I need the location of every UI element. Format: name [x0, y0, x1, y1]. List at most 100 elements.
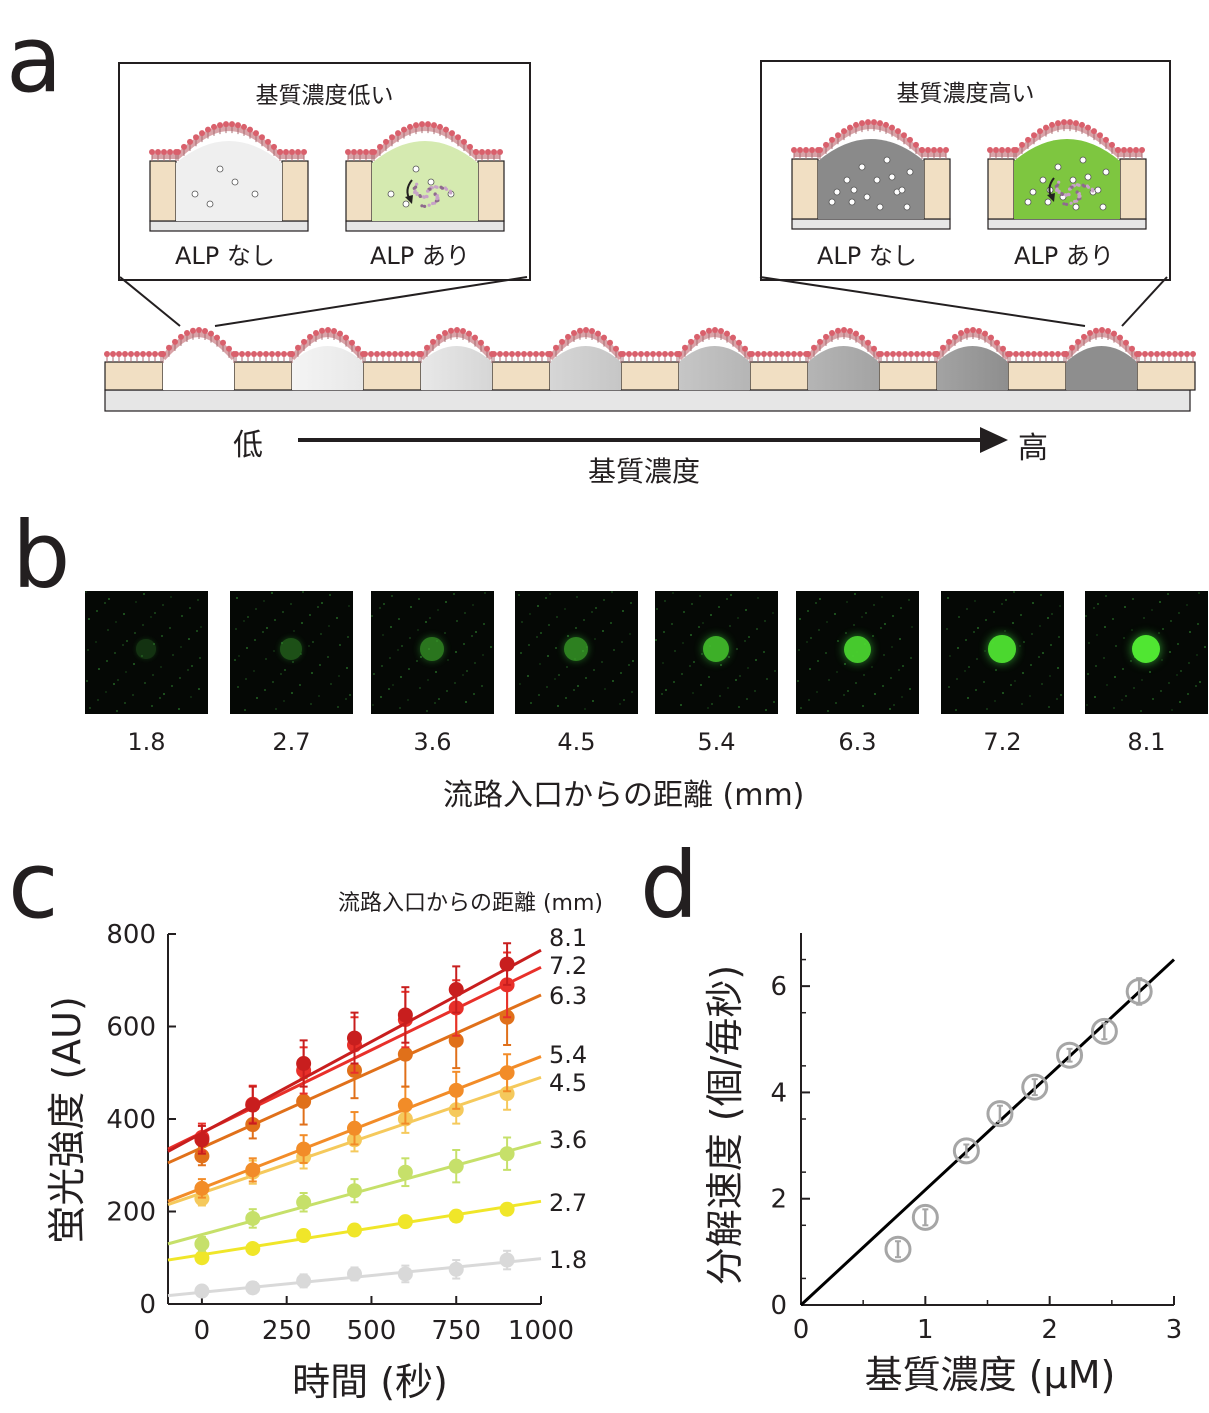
data-point: [296, 1093, 312, 1109]
zoom-line: [119, 276, 181, 327]
fit-line: [799, 958, 1176, 1307]
distance-label: 7.2: [983, 728, 1022, 756]
data-point: [194, 1236, 210, 1252]
distance-label: 4.5: [557, 728, 596, 756]
series-label: 4.5: [549, 1069, 587, 1097]
data-point: [397, 1007, 413, 1023]
distance-label: 3.6: [413, 728, 452, 756]
series-8.1: [167, 942, 542, 1155]
fluorescent-spot: [280, 638, 302, 660]
data-point: [499, 1146, 515, 1162]
x-tick-label: 1: [917, 1315, 934, 1345]
distance-label: 6.3: [838, 728, 877, 756]
fluorescent-spot: [1132, 635, 1160, 663]
distance-label: 1.8: [127, 728, 166, 756]
point-marker: [986, 1100, 1014, 1128]
data-point: [397, 1046, 413, 1062]
y-axis-label: 分解速度 (個/毎秒): [703, 965, 747, 1286]
x-tick-label: 0: [793, 1315, 810, 1345]
point-marker: [911, 1203, 939, 1231]
data-point: [499, 956, 515, 972]
x-axis-label: 基質濃度 (μM): [865, 1353, 1116, 1397]
data-point: [499, 1201, 515, 1217]
data-point: [1090, 1017, 1118, 1045]
distance-label: 5.4: [697, 728, 736, 756]
fluorescence-image: [515, 591, 638, 714]
data-point: [296, 1194, 312, 1210]
data-point: [296, 1228, 312, 1244]
rate-concentration-chart: 0 2 4 6 0 1 2 3 基質濃度 (μM) 分解速度 (個/毎秒): [703, 933, 1183, 1397]
data-point: [397, 1266, 413, 1282]
fluorescence-image: [1085, 591, 1208, 714]
panel-b-axis-label: 流路入口からの距離 (mm): [443, 778, 805, 813]
data-point: [347, 1222, 362, 1238]
point-marker: [1056, 1041, 1084, 1069]
data-point: [296, 1056, 312, 1071]
data-point: [448, 1208, 464, 1224]
inset-low-title: 基質濃度低い: [255, 83, 394, 109]
data-point: [245, 1280, 261, 1296]
data-point: [911, 1203, 939, 1231]
x-tick-label: 1000: [508, 1316, 574, 1346]
point-marker: [884, 1235, 912, 1263]
zoom-line: [1121, 276, 1168, 327]
point-marker: [952, 1137, 980, 1165]
data-point: [397, 1164, 413, 1180]
data-point: [397, 1097, 413, 1113]
data-point: [448, 982, 464, 997]
series-label: 3.6: [549, 1126, 587, 1154]
data-point: [986, 1100, 1014, 1128]
inset-high-left-label: ALP なし: [817, 242, 917, 270]
fluorescent-spot: [703, 636, 729, 662]
data-point: [194, 1132, 210, 1148]
fluorescence-time-chart: 0 200 400 600 800 0 250 500 750 1000 時間 (秒) 蛍光強度 (A…: [45, 891, 603, 1404]
inset-high-illustration: [791, 119, 1147, 230]
y-axis-label: 蛍光強度 (AU): [45, 996, 89, 1244]
series-label: 2.7: [549, 1189, 587, 1217]
data-point: [1021, 1073, 1049, 1101]
data-point: [397, 1214, 413, 1230]
distance-label: 2.7: [272, 728, 311, 756]
data-point: [245, 1241, 261, 1256]
chamber-strip-diagram: [104, 276, 1196, 412]
x-tick-label: 750: [431, 1316, 481, 1346]
data-point: [448, 1158, 464, 1174]
panel-d-letter: d: [640, 832, 699, 939]
series-label: 8.1: [549, 924, 587, 952]
x-tick-label: 0: [194, 1316, 211, 1346]
data-point: [347, 1183, 362, 1199]
zoom-line: [759, 276, 1086, 327]
x-tick-label: 500: [347, 1316, 397, 1346]
fluorescence-image: [371, 591, 494, 714]
data-point: [296, 1141, 312, 1157]
concentration-arrow: [298, 427, 1008, 453]
fluorescence-image: [85, 591, 208, 714]
series-5.4: [167, 1053, 542, 1203]
series-2.7: [167, 1199, 542, 1266]
fluorescence-image: [796, 591, 919, 714]
data-point: [499, 1252, 515, 1268]
data-point: [194, 1180, 210, 1196]
data-point: [245, 1162, 261, 1178]
legend-title: 流路入口からの距離 (mm): [338, 891, 603, 916]
panel-c-letter: c: [8, 832, 59, 939]
data-point: [245, 1097, 261, 1113]
data-point: [499, 1086, 515, 1102]
y-tick-label: 0: [139, 1290, 156, 1320]
data-point: [884, 1235, 912, 1263]
gradient-low-label: 低: [233, 428, 263, 463]
x-tick-label: 3: [1166, 1315, 1183, 1345]
fluorescent-spot: [988, 635, 1016, 663]
series-label: 5.4: [549, 1041, 587, 1069]
y-tick-label: 6: [770, 972, 787, 1002]
data-point: [296, 1273, 312, 1289]
data-point: [245, 1210, 261, 1226]
series-label: 6.3: [549, 982, 587, 1010]
fluorescence-image: [655, 591, 778, 714]
data-point: [1056, 1041, 1084, 1069]
fluorescent-spot: [843, 635, 871, 663]
y-tick-label: 2: [770, 1185, 787, 1215]
data-point: [448, 1082, 464, 1098]
x-tick-label: 2: [1041, 1315, 1058, 1345]
inset-low-illustration: [149, 121, 505, 232]
